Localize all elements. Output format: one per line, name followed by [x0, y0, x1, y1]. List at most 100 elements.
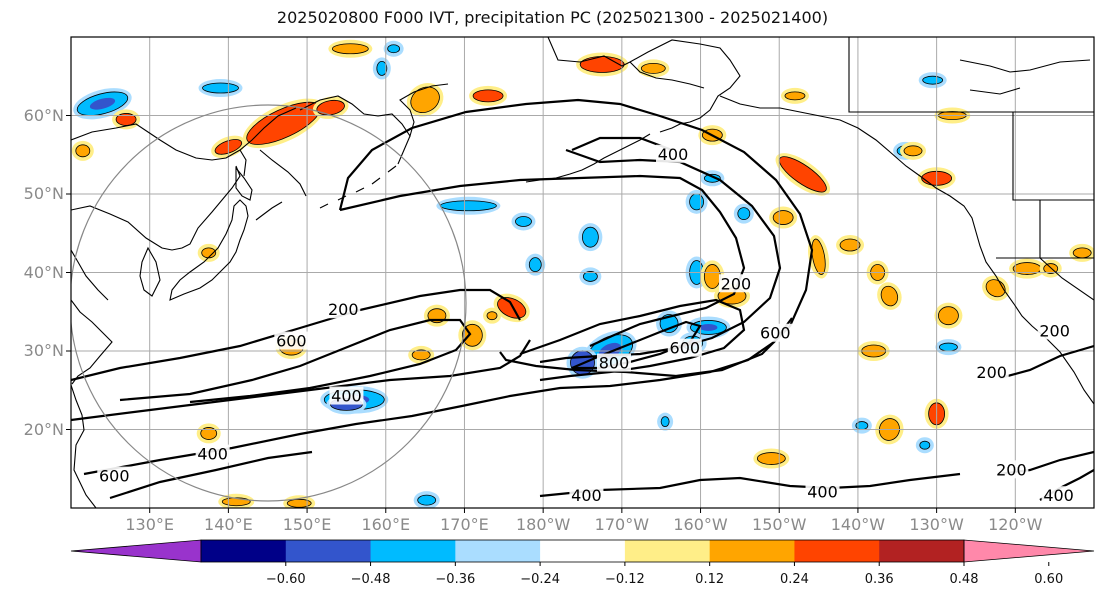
lon-label: 150°E [282, 515, 332, 534]
colorbar-tick-label: 0.48 [949, 572, 979, 587]
precip-positive-patch [71, 140, 94, 161]
contour-label: 200 [1039, 321, 1070, 340]
contour-labels: 400 200 600 400 400 600 200 600 600 800 200 200 200 4… [97, 144, 1076, 505]
contour-label: 400 [807, 482, 838, 501]
precip-positive-patch [242, 98, 325, 149]
precip-negative-patch [413, 491, 440, 508]
precip-negative-patch [525, 253, 546, 276]
precip-positive-patch [1009, 258, 1046, 279]
contour-label: 600 [760, 324, 791, 343]
precip-positive-patch [769, 206, 798, 229]
precip-negative-patch [383, 40, 404, 57]
lon-label: 140°W [830, 515, 886, 534]
colorbar-tick-label: −0.48 [350, 572, 391, 587]
contour-label: 200 [721, 274, 752, 293]
precip-positive-patch [406, 82, 444, 117]
colorbar-tick-label: 0.24 [779, 572, 809, 587]
precip-negative-patch [935, 339, 962, 356]
contour-label-bg [329, 386, 364, 405]
colorbar-tick-label: −0.12 [604, 572, 645, 587]
colorbar-tick-label: −0.36 [435, 572, 476, 587]
contour-label: 200 [996, 460, 1027, 479]
contour-label: 400 [197, 445, 228, 464]
contour-label-bg [1041, 486, 1076, 505]
colorbar-tick-label: 0.60 [1034, 572, 1064, 587]
contour-label-bg [994, 460, 1029, 479]
precip-negative-patch [372, 57, 391, 80]
lon-label: 130°E [125, 515, 175, 534]
contour-label-bg [97, 466, 132, 485]
lon-label: 170°E [440, 515, 489, 534]
precip-positive-patch [423, 304, 450, 327]
precip-negative-patch [578, 223, 603, 252]
lat-label: 50°N [23, 184, 64, 203]
precip-positive-patch [283, 495, 316, 508]
contour-label-bg [1037, 321, 1072, 340]
precip-positive-patch [493, 293, 530, 323]
precip-negative-patch [915, 437, 934, 454]
precip-positive-patch [780, 87, 809, 104]
precip-positive-patch [836, 235, 865, 256]
contour-label-bg [718, 274, 753, 293]
precip-positive-patch [637, 59, 670, 78]
contour-label-bg [655, 144, 690, 163]
lon-label: 160°E [361, 515, 411, 534]
precip-positive-patch [808, 235, 830, 279]
lat-label: 40°N [23, 262, 64, 282]
lon-label: 120°W [988, 515, 1043, 534]
precip-positive-patch [469, 85, 508, 106]
precip-negative-patch [73, 88, 132, 120]
axis-ticks [66, 115, 1016, 513]
precip-positive-patch [197, 243, 220, 262]
map-title: 2025020800 F000 IVT, precipitation PC (2… [276, 8, 829, 27]
ivt-contours [71, 98, 1094, 501]
lon-label: 170°W [594, 515, 650, 534]
precip-negative-patch [657, 412, 674, 431]
contour-label: 600 [276, 332, 307, 351]
precip-negative-patch [198, 79, 243, 98]
precip-positive-patch [753, 448, 790, 469]
contour-label: 400 [331, 387, 362, 406]
precip-negative-patch [851, 417, 872, 434]
lat-label: 20°N [23, 419, 64, 439]
contour-label-bg [274, 331, 309, 350]
contour-label-bg [667, 338, 702, 357]
precip-negative-patch [511, 212, 536, 231]
contour-label-bg [974, 362, 1009, 381]
precip-positive-patch [877, 282, 902, 310]
positive-precip-layer [71, 39, 1094, 508]
contour-label: 600 [670, 339, 701, 358]
contour-label-bg [596, 353, 631, 372]
precip-positive-patch [483, 307, 502, 324]
graticule [71, 37, 1094, 508]
precip-positive-patch [1069, 243, 1094, 262]
contour-label: 800 [599, 354, 630, 373]
contour-label: 200 [328, 300, 359, 319]
precip-positive-patch [934, 302, 963, 329]
precip-negative-patch [685, 189, 708, 214]
precip-positive-patch [775, 153, 831, 196]
lon-label: 150°W [752, 515, 807, 534]
precip-negative-patch [733, 203, 754, 224]
contour-label-bg [569, 486, 604, 505]
range-ring [71, 104, 467, 502]
lat-label: 30°N [23, 341, 64, 360]
precip-positive-patch [328, 39, 373, 58]
precip-positive-patch [312, 96, 349, 119]
colorbar-tick-label: −0.24 [520, 572, 561, 587]
lat-label: 60°N [23, 105, 64, 125]
lon-label: 130°W [909, 515, 964, 534]
lon-label: 180°W [515, 515, 571, 534]
colorbar-tick-label: 0.36 [864, 572, 894, 587]
precip-positive-patch [900, 141, 927, 160]
precip-negative-patch [436, 196, 501, 215]
contour-label-bg [326, 300, 361, 319]
lon-label: 160°W [673, 515, 728, 534]
lon-label: 140°E [204, 515, 253, 534]
colorbar-tick-label: 0.12 [695, 572, 725, 587]
precip-positive-patch [408, 345, 435, 364]
precip-negative-patch [918, 72, 947, 89]
coastlines [71, 37, 1094, 508]
precip-positive-patch [917, 167, 956, 190]
